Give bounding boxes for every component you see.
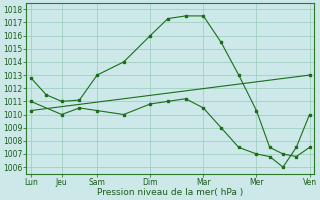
X-axis label: Pression niveau de la mer( hPa ): Pression niveau de la mer( hPa ) [97, 188, 243, 197]
